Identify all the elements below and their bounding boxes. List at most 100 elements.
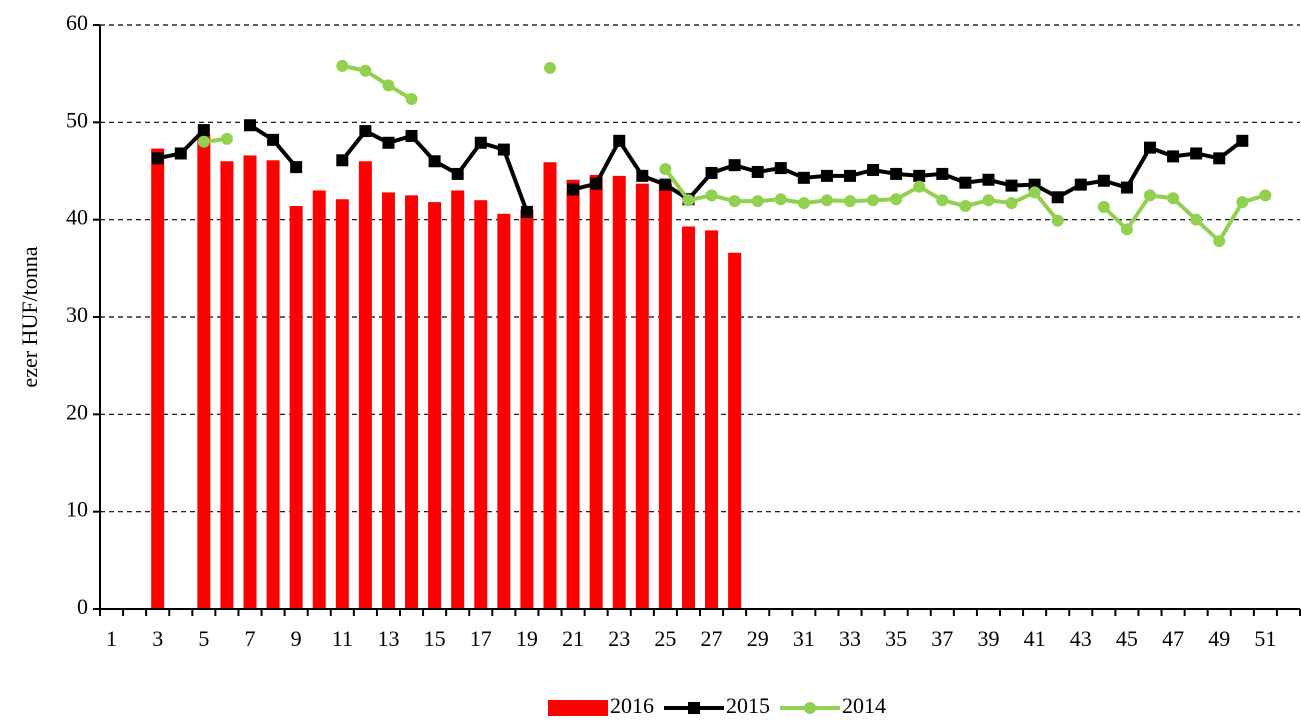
x-tick-label: 15 (424, 626, 446, 651)
marker (797, 171, 810, 184)
marker (359, 125, 372, 138)
marker (867, 194, 880, 207)
marker (751, 165, 764, 178)
bar (612, 175, 626, 609)
bar (220, 161, 234, 609)
marker (267, 133, 280, 146)
x-tick-label: 41 (1024, 626, 1046, 651)
x-tick-label: 5 (198, 626, 209, 651)
marker (1005, 179, 1018, 192)
bar (566, 179, 580, 609)
marker (820, 169, 833, 182)
x-tick-label: 29 (747, 626, 769, 651)
marker (636, 169, 649, 182)
marker (1167, 192, 1180, 205)
marker (1097, 174, 1110, 187)
marker (1097, 201, 1110, 214)
bar (358, 161, 372, 609)
x-tick-label: 17 (470, 626, 492, 651)
bar (335, 199, 349, 609)
x-tick-label: 45 (1116, 626, 1138, 651)
marker (913, 169, 926, 182)
marker (844, 169, 856, 182)
marker (428, 155, 441, 168)
y-tick-label: 40 (66, 205, 88, 230)
x-tick-label: 9 (291, 626, 302, 651)
bar (381, 192, 395, 609)
x-tick-label: 3 (152, 626, 163, 651)
x-tick-label: 21 (562, 626, 584, 651)
marker (1120, 223, 1133, 236)
marker (774, 162, 787, 175)
bar (428, 202, 442, 609)
bar (243, 155, 257, 609)
marker (659, 163, 672, 176)
marker (1144, 189, 1156, 202)
bar (681, 226, 695, 610)
marker (774, 193, 787, 206)
marker (1051, 191, 1064, 204)
x-tick-label: 35 (885, 626, 907, 651)
marker (705, 166, 718, 179)
bar (289, 206, 303, 610)
bar (151, 148, 165, 609)
x-tick-label: 33 (839, 626, 861, 651)
legend-marker (804, 702, 816, 714)
bar (543, 162, 557, 610)
bar (520, 209, 534, 609)
y-tick-label: 50 (66, 107, 88, 132)
y-tick-label: 0 (77, 594, 88, 619)
marker (959, 176, 972, 189)
marker (613, 134, 626, 147)
marker (1190, 147, 1203, 160)
x-tick-label: 39 (977, 626, 999, 651)
x-tick-label: 37 (931, 626, 953, 651)
marker (382, 136, 395, 149)
marker (290, 161, 303, 174)
marker (867, 164, 880, 177)
marker (336, 59, 349, 72)
marker (590, 177, 603, 190)
marker (1005, 197, 1018, 210)
marker (405, 129, 418, 142)
marker (1236, 196, 1249, 209)
bar (589, 174, 603, 610)
legend-marker (688, 702, 700, 714)
x-tick-label: 19 (516, 626, 538, 651)
marker (1236, 134, 1249, 147)
marker (682, 194, 695, 207)
x-tick-label: 43 (1070, 626, 1092, 651)
x-tick-label: 31 (793, 626, 815, 651)
x-tick-label: 51 (1254, 626, 1276, 651)
x-tick-label: 49 (1208, 626, 1230, 651)
marker (1213, 235, 1226, 248)
marker (567, 183, 580, 196)
bar (312, 190, 326, 609)
marker (890, 193, 903, 206)
marker (151, 152, 164, 165)
bar (658, 183, 672, 610)
bar (405, 195, 419, 610)
marker (220, 132, 233, 145)
marker (405, 92, 418, 105)
y-tick-label: 10 (66, 497, 88, 522)
x-tick-label: 27 (701, 626, 723, 651)
x-tick-label: 7 (245, 626, 256, 651)
bar (266, 160, 280, 609)
marker (1074, 178, 1087, 191)
marker (982, 194, 995, 207)
x-tick-label: 23 (608, 626, 630, 651)
marker (705, 189, 718, 202)
marker (1028, 186, 1041, 199)
y-axis-label: ezer HUF/tonna (17, 246, 42, 387)
marker (751, 195, 764, 208)
marker (1144, 141, 1156, 154)
x-tick-label: 11 (332, 626, 353, 651)
marker (497, 143, 510, 156)
marker (359, 64, 372, 77)
bar (451, 190, 465, 609)
marker (1120, 181, 1133, 194)
bar (635, 183, 649, 610)
marker (336, 154, 349, 167)
marker (382, 79, 395, 92)
